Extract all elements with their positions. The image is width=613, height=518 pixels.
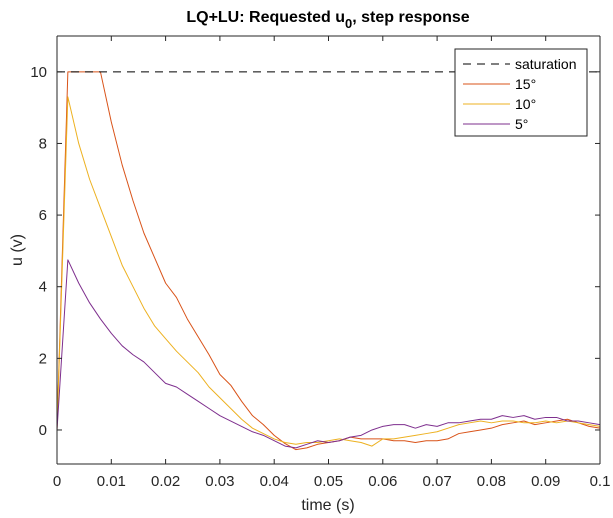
chart-title-subscript: 0 [345,16,352,31]
series-10-line [56,96,601,447]
chart-title-main: LQ+LU: Requested u [186,9,345,26]
legend-label-10: 10° [515,96,536,112]
y-tick-label-2: 4 [39,279,47,296]
x-tick-label-7: 0.07 [422,473,451,490]
y-tick-label-3: 6 [39,207,47,224]
y-ticks: 0 2 4 6 8 10 [30,64,600,439]
y-tick-label-4: 8 [39,135,47,152]
x-ticks: 0 0.01 0.02 0.03 0.04 0.05 0.06 0.07 0.08 0.09 0.1 [53,36,611,490]
legend-label-5: 5° [515,116,528,132]
series-5-line [56,259,601,449]
x-tick-label-1: 0.01 [97,473,126,490]
x-tick-label-2: 0.02 [151,473,180,490]
y-tick-label-5: 10 [30,64,47,81]
x-tick-label-10: 0.1 [590,473,611,490]
x-tick-label-8: 0.08 [477,473,506,490]
legend-label-15: 15° [515,76,536,92]
x-tick-label-6: 0.06 [368,473,397,490]
series-layer [56,71,601,451]
x-tick-label-5: 0.05 [314,473,343,490]
y-axis-label: u (v) [9,234,26,266]
x-tick-label-3: 0.03 [205,473,234,490]
x-tick-label-0: 0 [53,473,61,490]
chart-title: LQ+LU: Requested u0, step response [186,9,469,31]
legend-label-saturation: saturation [515,56,576,72]
x-tick-label-9: 0.09 [531,473,560,490]
chart-title-rest: , step response [352,9,469,26]
x-axis-label: time (s) [301,497,354,514]
y-tick-label-1: 2 [39,350,47,367]
legend: saturation 15° 10° 5° [454,48,588,137]
y-tick-label-0: 0 [39,422,47,439]
x-tick-label-4: 0.04 [260,473,289,490]
